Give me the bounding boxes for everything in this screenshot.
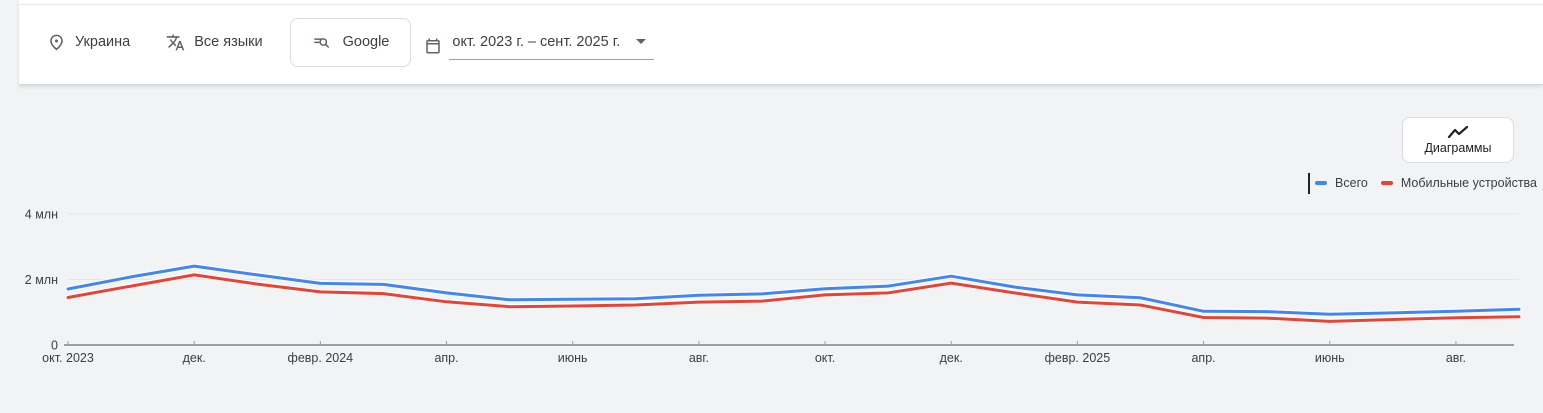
search-network-label: Google: [342, 34, 390, 50]
location-filter[interactable]: Украина: [47, 33, 130, 52]
charts-button-label: Диаграммы: [1424, 141, 1492, 155]
search-volume-chart: 0 2 млн 4 млн окт. 2023 дек. февр. 2024 апр. ию…: [25, 208, 1522, 365]
date-range-value: окт. 2023 г. – сент. 2025 г.: [452, 33, 621, 50]
chevron-down-icon: [636, 39, 647, 44]
legend-item-mobile: Мобильные устройства: [1380, 176, 1537, 190]
location-filter-label: Украина: [75, 34, 131, 50]
language-filter-label: Все языки: [194, 34, 263, 50]
x-axis-label: июнь: [1315, 351, 1345, 365]
charts-button[interactable]: Диаграммы: [1402, 117, 1514, 163]
calendar-icon: [424, 37, 442, 55]
date-range-field: окт. 2023 г. – сент. 2025 г.: [449, 33, 655, 60]
x-axis-label: дек.: [940, 351, 963, 365]
translate-icon: [166, 33, 185, 52]
y-axis-label: 4 млн: [25, 208, 58, 222]
chart-legend: Всего Мобильные устройства: [1308, 172, 1537, 194]
series-line-0: [66, 264, 1521, 316]
line-chart-icon: [1446, 125, 1470, 140]
legend-dash-total: [1315, 181, 1328, 185]
legend-cursor-line: [1308, 172, 1311, 194]
legend-dash-mobile: [1380, 181, 1393, 185]
filter-bar: Украина Все языки Google: [19, 0, 1543, 85]
language-filter[interactable]: Все языки: [166, 33, 263, 52]
x-axis-label: авг.: [1446, 351, 1466, 365]
x-axis-label: июнь: [558, 351, 588, 365]
x-axis-label: дек.: [183, 351, 206, 365]
x-axis-label: апр.: [1191, 351, 1215, 365]
search-network-icon: [312, 32, 332, 52]
series-line-1: [66, 273, 1521, 323]
legend-label-total: Всего: [1335, 176, 1368, 190]
y-axis-label: 0: [51, 339, 58, 353]
x-axis-label: окт.: [815, 351, 835, 365]
search-network-button[interactable]: Google: [289, 17, 412, 67]
x-axis-label: апр.: [434, 351, 458, 365]
y-axis-label: 2 млн: [25, 273, 58, 287]
date-range-select[interactable]: окт. 2023 г. – сент. 2025 г.: [424, 25, 655, 60]
x-axis-label: февр. 2025: [1045, 351, 1111, 365]
x-axis-label: авг.: [689, 351, 709, 365]
legend-label-mobile: Мобильные устройства: [1400, 176, 1537, 190]
legend-item-total: Всего: [1315, 176, 1368, 190]
x-axis-label: февр. 2024: [288, 351, 354, 365]
location-pin-icon: [47, 33, 66, 52]
x-axis-label: окт. 2023: [42, 351, 94, 365]
